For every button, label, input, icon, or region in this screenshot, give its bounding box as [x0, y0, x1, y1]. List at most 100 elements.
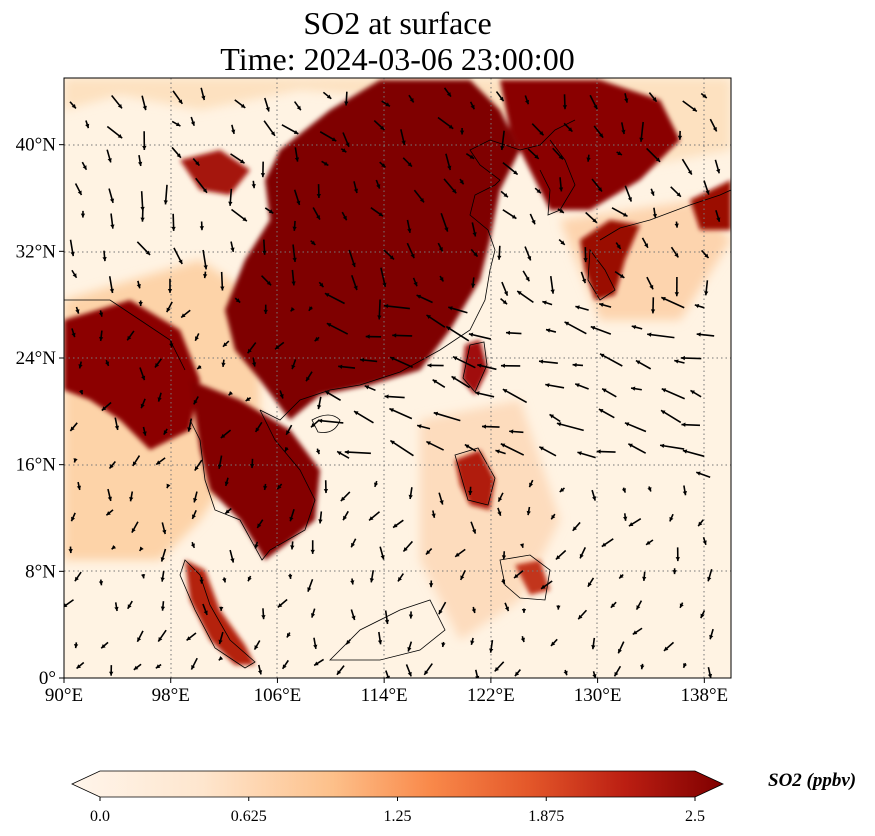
wind-arrow: [572, 521, 581, 532]
wind-arrow: [136, 280, 141, 289]
wind-arrow: [171, 213, 176, 231]
wind-arrow: [109, 665, 114, 676]
wind-arrow: [632, 627, 643, 636]
wind-arrow: [344, 450, 371, 455]
colorbar-tick-label: 0.625: [231, 808, 267, 825]
wind-arrow: [389, 439, 414, 457]
wind-arrow: [254, 541, 259, 549]
wind-arrow: [264, 207, 274, 214]
wind-arrow: [220, 271, 225, 291]
wind-arrow: [69, 101, 77, 109]
wind-arrow: [454, 548, 466, 558]
wind-arrow: [195, 177, 208, 194]
wind-arrow: [172, 90, 183, 105]
wind-arrow: [470, 248, 479, 258]
wind-arrow: [305, 371, 313, 382]
colorbar-ticks: 0.0 0.625 1.25 1.875 2.5: [90, 797, 705, 825]
wind-arrow: [577, 609, 588, 620]
wind-arrow: [558, 238, 566, 246]
wind-arrow: [670, 246, 679, 258]
wind-arrow: [98, 330, 104, 342]
wind-arrow: [340, 148, 347, 153]
wind-arrow: [586, 154, 591, 162]
wind-arrow: [256, 519, 264, 529]
wind-arrow: [549, 275, 555, 294]
wind-arrow: [73, 642, 79, 649]
wind-arrow: [71, 328, 76, 338]
wind-arrow: [319, 131, 337, 142]
wind-arrow: [642, 571, 647, 581]
wind-arrow: [230, 241, 235, 253]
wind-arrow: [471, 606, 476, 614]
wind-arrow: [495, 449, 506, 455]
wind-arrow: [663, 641, 675, 652]
wind-arrow: [599, 353, 623, 367]
y-tick-label: 24°N: [16, 348, 57, 369]
wind-arrow: [69, 422, 78, 432]
map-frame: [63, 77, 732, 679]
wind-arrow: [630, 386, 642, 391]
x-tick-label: 90°E: [45, 685, 83, 706]
wind-arrow: [166, 301, 173, 313]
wind-arrow: [623, 513, 628, 521]
wind-arrow: [620, 122, 626, 135]
wind-arrow: [392, 333, 413, 338]
wind-arrow: [439, 275, 445, 282]
wind-arrow: [155, 457, 166, 466]
wind-arrow: [253, 640, 261, 650]
wind-arrow: [321, 160, 329, 167]
wind-arrow: [556, 605, 561, 610]
wind-arrow: [157, 392, 162, 402]
wind-arrow: [682, 662, 688, 669]
wind-arrow: [471, 222, 477, 237]
wind-arrow: [624, 93, 629, 103]
wind-arrow: [129, 491, 134, 502]
wind-arrow: [516, 290, 534, 304]
wind-arrow: [76, 661, 85, 670]
wind-arrow: [190, 116, 195, 127]
wind-arrow: [459, 128, 465, 135]
wind-arrow: [697, 519, 704, 527]
wind-arrow: [323, 480, 329, 494]
wind-arrow: [98, 310, 104, 317]
wind-arrow: [406, 219, 412, 233]
wind-arrow: [545, 383, 565, 389]
wind-arrow: [580, 271, 587, 284]
wind-arrow: [373, 480, 379, 488]
wind-arrow: [291, 359, 297, 370]
wind-arrow: [163, 428, 168, 436]
wind-arrow: [288, 573, 293, 580]
wind-arrow: [316, 184, 321, 198]
so2-field: [64, 78, 731, 678]
wind-arrow: [402, 157, 413, 168]
wind-arrow: [534, 187, 542, 194]
wind-arrow: [222, 577, 227, 583]
wind-arrow: [504, 602, 510, 612]
wind-arrow: [526, 506, 531, 516]
wind-arrow: [413, 189, 425, 203]
wind-arrow: [429, 580, 434, 588]
wind-arrow: [132, 455, 141, 467]
wind-arrow: [218, 656, 224, 661]
wind-arrow: [614, 270, 625, 279]
wind-arrow: [194, 459, 203, 471]
wind-arrow: [160, 548, 167, 562]
wind-arrow: [591, 178, 603, 193]
wind-arrow: [114, 417, 120, 431]
wind-arrow: [601, 538, 614, 548]
wind-arrow: [464, 443, 477, 452]
wind-arrow: [423, 663, 433, 676]
wind-arrow: [102, 250, 107, 262]
wind-vectors: [64, 87, 721, 678]
wind-arrow: [383, 249, 395, 261]
wind-arrow: [438, 492, 444, 505]
wind-arrow: [680, 355, 702, 361]
wind-arrow: [549, 413, 561, 423]
wind-arrow: [617, 641, 625, 654]
wind-arrow: [618, 574, 624, 580]
wind-arrow: [555, 549, 567, 561]
wind-arrow: [171, 120, 181, 127]
x-tick-label: 122°E: [467, 685, 515, 706]
wind-arrow: [646, 276, 654, 290]
coastlines: [64, 119, 731, 669]
